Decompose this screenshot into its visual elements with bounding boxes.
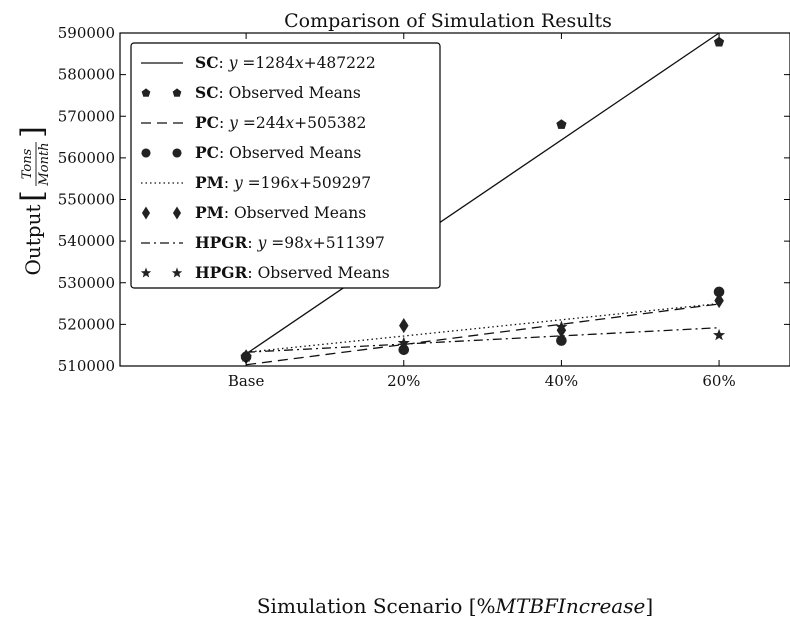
- y-axis-label-bracket-left: [: [15, 190, 50, 202]
- legend: SC: y =1284x+487222 SC: Observed Means PC:…: [130, 42, 441, 289]
- y-tick-label: 580000: [58, 66, 115, 84]
- observed-means: [240, 36, 726, 365]
- y-tick-label: 520000: [58, 315, 115, 333]
- legend-label-means-sc: SC: Observed Means: [195, 83, 361, 102]
- y-axis-label-text: Output: [21, 204, 45, 275]
- y-tick-label: 550000: [58, 191, 115, 209]
- mean-point-pc: [398, 344, 410, 356]
- legend-marker-pm: [141, 206, 151, 220]
- x-axis-label: Simulation Scenario [%MTBFIncrease]: [257, 594, 653, 618]
- legend-label-means-hpgr: HPGR: Observed Means: [195, 263, 390, 282]
- fit-lines: [245, 32, 720, 366]
- fit-line-pm: [246, 302, 720, 353]
- y-tick-label: 540000: [58, 232, 115, 250]
- legend-label-fit-sc: SC: y =1284x+487222: [195, 53, 376, 72]
- legend-marker-hpgr: [140, 267, 152, 278]
- mean-point-hpgr: [240, 350, 253, 363]
- y-axis-label: Output [ Tons Month ]: [15, 126, 52, 275]
- fit-line-pc: [246, 303, 720, 366]
- fit-line-sc: [245, 32, 720, 355]
- y-axis-unit-denominator: Month: [37, 142, 52, 186]
- mean-point-hpgr: [397, 336, 410, 349]
- legend-marker-pc: [172, 148, 182, 158]
- mean-point-sc: [713, 36, 725, 47]
- y-tick-label: 570000: [58, 107, 115, 125]
- mean-point-pm: [714, 293, 724, 309]
- legend-box: [130, 42, 441, 289]
- axes: 510000 520000 530000 540000 550000 560000 5700…: [58, 24, 790, 390]
- legend-label-fit-pm: PM: y =196x+509297: [195, 173, 371, 192]
- legend-label-fit-hpgr: HPGR: y =98x+511397: [195, 233, 385, 252]
- legend-marker-sc: [141, 88, 151, 97]
- y-axis-label-bracket-right: ]: [15, 126, 50, 138]
- x-tick-label: 20%: [387, 372, 420, 390]
- chart-title: Comparison of Simulation Results: [284, 10, 612, 32]
- legend-marker-pc: [141, 148, 151, 158]
- legend-marker-pm: [172, 206, 182, 220]
- legend-label-fit-pc: PC: y =244x+505382: [195, 113, 366, 132]
- y-axis-unit-numerator: Tons: [20, 148, 35, 179]
- legend-marker-hpgr: [171, 267, 183, 278]
- y-tick-label: 590000: [58, 24, 115, 42]
- legend-label-means-pm: PM: Observed Means: [195, 203, 366, 222]
- mean-point-pm: [399, 318, 409, 334]
- x-tick-label: Base: [228, 372, 265, 390]
- legend-marker-sc: [172, 88, 182, 97]
- mean-point-hpgr: [555, 320, 568, 332]
- x-tick-label: 60%: [702, 372, 735, 390]
- legend-label-means-pc: PC: Observed Means: [195, 143, 361, 162]
- y-tick-label: 560000: [58, 149, 115, 167]
- mean-point-hpgr: [712, 328, 726, 341]
- y-tick-label: 530000: [58, 274, 115, 292]
- x-tick-label: 40%: [545, 372, 578, 390]
- fit-line-hpgr: [246, 327, 720, 353]
- y-tick-label: 510000: [58, 357, 115, 375]
- mean-point-sc: [556, 119, 567, 129]
